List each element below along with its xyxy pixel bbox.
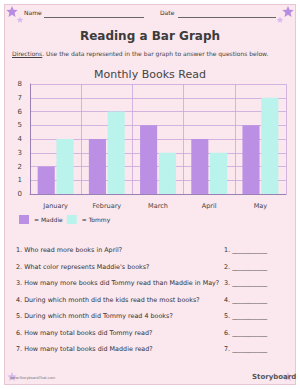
svg-text:0: 0	[18, 190, 22, 198]
html-text:5. During which month did Tomm: 5. During which month did Tommy read 4 b…	[16, 312, 173, 320]
svg-text:January: January	[42, 202, 68, 210]
svg-text:= Tommy: = Tommy	[82, 216, 111, 224]
html-text:7. How many total books did Ma: 7. How many total books did Maddie read?	[16, 345, 153, 353]
html-text:1. Who read more books in Apri: 1. Who read more books in April?	[16, 246, 123, 254]
svg-text:February: February	[92, 202, 121, 210]
svg-text:Monthly Books Read: Monthly Books Read	[94, 68, 206, 81]
html-text:6. How many total books did To: 6. How many total books did Tommy read?	[16, 328, 153, 337]
svg-text:3: 3	[18, 149, 22, 157]
svg-text:2: 2	[18, 163, 22, 171]
html-text:3. ___________: 3. ___________	[224, 279, 268, 287]
html-text:3. How many more books did Tom: 3. How many more books did Tommy read th…	[16, 279, 220, 287]
html-text:2. ___________: 2. ___________	[224, 262, 268, 271]
svg-text:4: 4	[18, 135, 23, 143]
html-text:Date: Date	[160, 9, 175, 16]
html-text:5. ___________: 5. ___________	[224, 312, 268, 320]
html-text:7. ___________: 7. ___________	[224, 345, 268, 353]
html-text:4. During which month did the: 4. During which month did the kids read …	[16, 295, 200, 304]
svg-text:7: 7	[18, 94, 22, 102]
html-text:Name: Name	[24, 9, 42, 16]
svg-text:5: 5	[18, 121, 22, 129]
html-text:2. What color represents Maddi: 2. What color represents Maddie's books?	[16, 262, 150, 271]
html-text:1. ___________: 1. ___________	[224, 246, 268, 254]
svg-text:April: April	[202, 202, 217, 210]
svg-text:May: May	[254, 202, 268, 210]
svg-text:= Maddie: = Maddie	[34, 216, 63, 223]
html-text:www.StoryboardThat.com: www.StoryboardThat.com	[10, 376, 56, 380]
svg-text:1: 1	[18, 176, 22, 184]
html-text:Storyboard: Storyboard	[252, 373, 297, 381]
html-text:6. ___________: 6. ___________	[224, 328, 268, 337]
svg-text:March: March	[148, 202, 168, 210]
svg-text:6: 6	[18, 108, 23, 116]
html-text:Directions. Use the data repre: Directions. Use the data represented in …	[12, 50, 269, 57]
html-text:Reading a Bar Graph: Reading a Bar Graph	[79, 29, 220, 43]
html-text:4. ___________: 4. ___________	[224, 295, 268, 304]
svg-text:8: 8	[18, 80, 22, 88]
